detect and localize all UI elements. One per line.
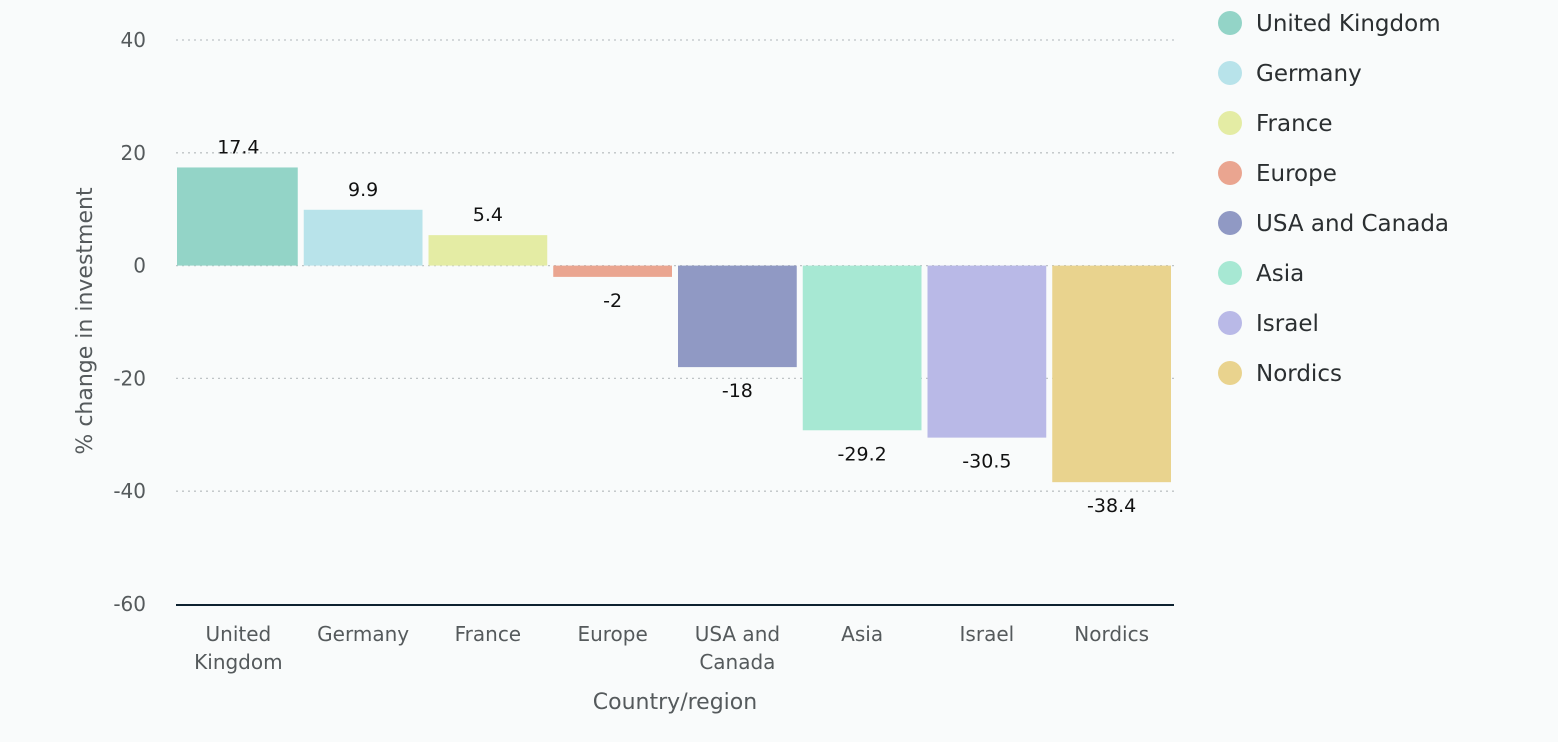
legend-item[interactable]: Europe [1218,161,1337,187]
legend-swatch [1218,361,1242,385]
legend-swatch [1218,211,1242,235]
data-label: -30.5 [962,451,1011,473]
legend-label: United Kingdom [1256,11,1441,37]
data-label: 9.9 [348,179,378,201]
bar-united-kingdom[interactable] [177,167,298,266]
data-label: -2 [603,290,622,312]
bar-europe[interactable] [553,265,672,277]
legend-swatch [1218,161,1242,185]
y-tick-label: 0 [133,254,146,278]
data-label: 5.4 [473,204,503,226]
y-tick-label: -20 [113,366,146,390]
legend: United Kingdom Germany France Europe USA and… [1218,11,1449,387]
bar-asia[interactable] [802,265,922,431]
legend-item[interactable]: Nordics [1218,361,1342,387]
x-tick-label: Asia [841,622,883,646]
legend-label: Nordics [1256,361,1342,387]
bar-nordics[interactable] [1052,265,1171,483]
legend-label: Israel [1256,311,1319,337]
x-axis-title: Country/region [593,690,757,715]
legend-label: Germany [1256,61,1362,87]
legend-item[interactable]: Israel [1218,311,1319,337]
y-tick-label: 40 [121,28,146,52]
bar-usa-and-canada[interactable] [678,265,797,368]
bar-israel[interactable] [927,265,1047,438]
data-label: 17.4 [217,136,259,158]
data-label: -29.2 [838,443,887,465]
gridlines [176,39,1174,492]
legend-swatch [1218,11,1242,35]
legend-swatch [1218,61,1242,85]
bars [177,167,1171,483]
legend-item[interactable]: USA and Canada [1218,211,1449,237]
legend-item[interactable]: United Kingdom [1218,11,1441,37]
x-tick-label: USA and [695,622,780,646]
legend-swatch [1218,111,1242,135]
data-labels: 17.4 9.9 5.4 -2 -18 -29.2 -30.5 -38.4 [217,136,1136,517]
x-tick-label: Canada [699,650,775,674]
x-tick-label: Kingdom [194,650,282,674]
data-label: -18 [722,380,753,402]
legend-item[interactable]: Asia [1218,261,1304,287]
x-tick-label: Nordics [1074,622,1149,646]
legend-label: Europe [1256,161,1337,187]
legend-label: USA and Canada [1256,211,1449,237]
y-axis-title: % change in investment [73,187,98,455]
legend-item[interactable]: Germany [1218,61,1362,87]
x-tick-label: Germany [317,622,409,646]
x-tick-label: Israel [960,622,1015,646]
x-axis-ticks: United Kingdom Germany France Europe USA and C… [194,622,1149,674]
legend-label: Asia [1256,261,1304,287]
y-tick-label: 20 [121,141,146,165]
data-label: -38.4 [1087,495,1136,517]
y-tick-label: -40 [113,479,146,503]
legend-swatch [1218,311,1242,335]
y-tick-label: -60 [113,592,146,616]
y-axis-ticks: 40 20 0 -20 -40 -60 [113,28,146,616]
x-tick-label: France [455,622,522,646]
bar-france[interactable] [428,235,548,266]
legend-label: France [1256,111,1332,137]
legend-swatch [1218,261,1242,285]
x-tick-label: Europe [577,622,647,646]
legend-item[interactable]: France [1218,111,1332,137]
x-tick-label: United [206,622,272,646]
bar-germany[interactable] [303,209,423,266]
